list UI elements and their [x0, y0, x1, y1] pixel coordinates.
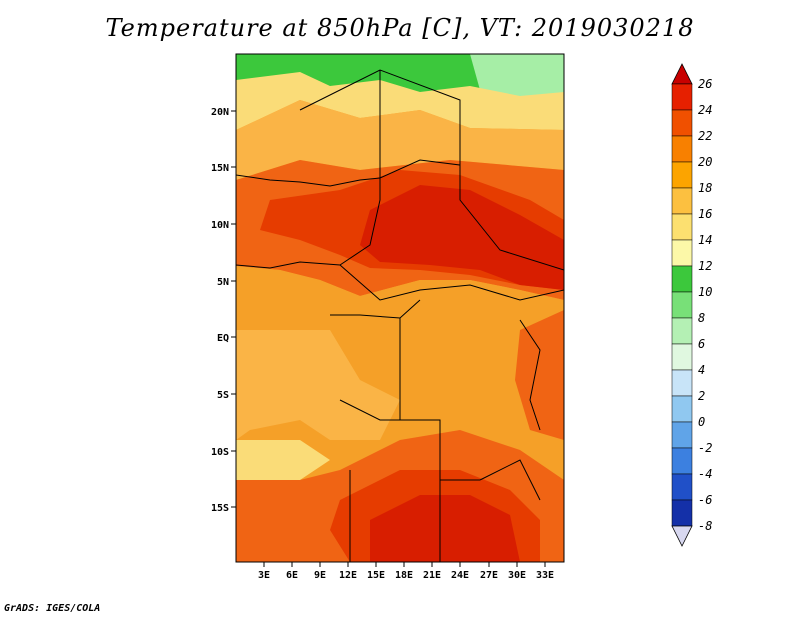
lon-tick-9E: 9E — [314, 562, 326, 581]
lon-label: 24E — [451, 570, 469, 581]
lat-label: 5S — [217, 390, 229, 401]
colorbar-label: 24 — [698, 103, 712, 117]
colorbar-label: 10 — [698, 285, 712, 299]
lon-tick-6E: 6E — [286, 562, 298, 581]
colorbar-cell — [671, 161, 693, 189]
lat-tick-5S: 5S — [217, 390, 236, 401]
colorbar-cell — [671, 213, 693, 241]
colorbar-label: 6 — [698, 337, 705, 351]
lat-tick-10S: 10S — [211, 447, 236, 458]
lon-label: 33E — [536, 570, 554, 581]
colorbar-label: 18 — [698, 181, 712, 195]
colorbar-label: 20 — [698, 155, 712, 169]
lon-tick-27E: 27E — [480, 562, 498, 581]
lat-tick-15S: 15S — [211, 503, 236, 514]
lon-label: 9E — [314, 570, 326, 581]
lat-label: 15N — [211, 163, 229, 174]
lat-tick-20N: 20N — [211, 107, 236, 118]
lon-label: 30E — [508, 570, 526, 581]
lat-tick-5N: 5N — [217, 277, 236, 288]
colorbar-label: 22 — [698, 129, 712, 143]
lon-label: 21E — [423, 570, 441, 581]
grads-credit: GrADS: IGES/COLA — [4, 603, 101, 614]
colorbar-cell — [671, 317, 693, 345]
colorbar-cell — [671, 109, 693, 137]
colorbar-cell — [671, 343, 693, 371]
lon-axis: 3E 6E 9E 12E 15E 18E 21E 24E 27E 30E 33E — [258, 562, 554, 581]
colorbar-label: 2 — [698, 389, 705, 403]
lon-tick-21E: 21E — [423, 562, 441, 581]
country-borders — [236, 69, 564, 562]
lon-label: 3E — [258, 570, 270, 581]
colorbar-cell — [671, 447, 693, 475]
lon-tick-3E: 3E — [258, 562, 270, 581]
lat-tick-EQ: EQ — [217, 333, 236, 344]
colorbar-label: 16 — [698, 207, 712, 221]
lon-label: 15E — [367, 570, 385, 581]
colorbar-label: 26 — [698, 77, 712, 91]
lon-tick-18E: 18E — [395, 562, 413, 581]
colorbar-label: -6 — [698, 493, 712, 507]
lon-tick-15E: 15E — [367, 562, 385, 581]
colorbar-label: 8 — [698, 311, 705, 325]
lat-label: 10S — [211, 447, 229, 458]
lon-label: 12E — [339, 570, 357, 581]
colorbar-cell — [671, 369, 693, 397]
colorbar-cell — [671, 291, 693, 319]
lat-axis: 20N 15N 10N 5N EQ 5S 10S 15S — [211, 107, 236, 514]
lat-label: EQ — [217, 333, 229, 344]
colorbar-label: -2 — [698, 441, 712, 455]
colorbar-bottom-arrow — [671, 525, 693, 547]
lon-tick-33E: 33E — [536, 562, 554, 581]
lat-tick-10N: 10N — [211, 220, 236, 231]
lat-tick-15N: 15N — [211, 163, 236, 174]
colorbar-label: 4 — [698, 363, 705, 377]
colorbar-label: -8 — [698, 519, 712, 533]
colorbar-cell — [671, 187, 693, 215]
temperature-field — [236, 54, 564, 562]
lon-tick-12E: 12E — [339, 562, 357, 581]
lat-label: 10N — [211, 220, 229, 231]
lon-label: 6E — [286, 570, 298, 581]
map-title: Temperature at 850hPa [C], VT: 201903021… — [105, 14, 695, 42]
colorbar-cell — [671, 239, 693, 267]
lat-label: 15S — [211, 503, 229, 514]
colorbar-label: -4 — [698, 467, 712, 481]
colorbar-cell — [671, 499, 693, 527]
lat-label: 20N — [211, 107, 229, 118]
colorbar-cell — [671, 395, 693, 423]
colorbar-label: 14 — [698, 233, 712, 247]
lat-label: 5N — [217, 277, 229, 288]
colorbar-cell — [671, 265, 693, 293]
lon-tick-30E: 30E — [508, 562, 526, 581]
colorbar-cell — [671, 473, 693, 501]
colorbar-cell — [671, 83, 693, 111]
lon-tick-24E: 24E — [451, 562, 469, 581]
lon-label: 18E — [395, 570, 413, 581]
colorbar-label: 12 — [698, 259, 712, 273]
colorbar-top-arrow — [671, 63, 693, 85]
colorbar-cell — [671, 135, 693, 163]
map-frame — [235, 53, 565, 563]
lon-label: 27E — [480, 570, 498, 581]
colorbar-cell — [671, 421, 693, 449]
colorbar-label: 0 — [698, 415, 705, 429]
